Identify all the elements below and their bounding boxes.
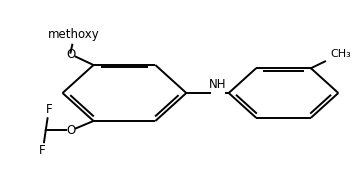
Text: CH₃: CH₃ xyxy=(330,49,351,59)
Text: F: F xyxy=(39,144,46,157)
Text: O: O xyxy=(66,124,75,137)
Text: F: F xyxy=(46,103,52,116)
Text: methoxy: methoxy xyxy=(48,28,100,41)
Text: O: O xyxy=(66,48,75,61)
Text: NH: NH xyxy=(209,78,227,91)
